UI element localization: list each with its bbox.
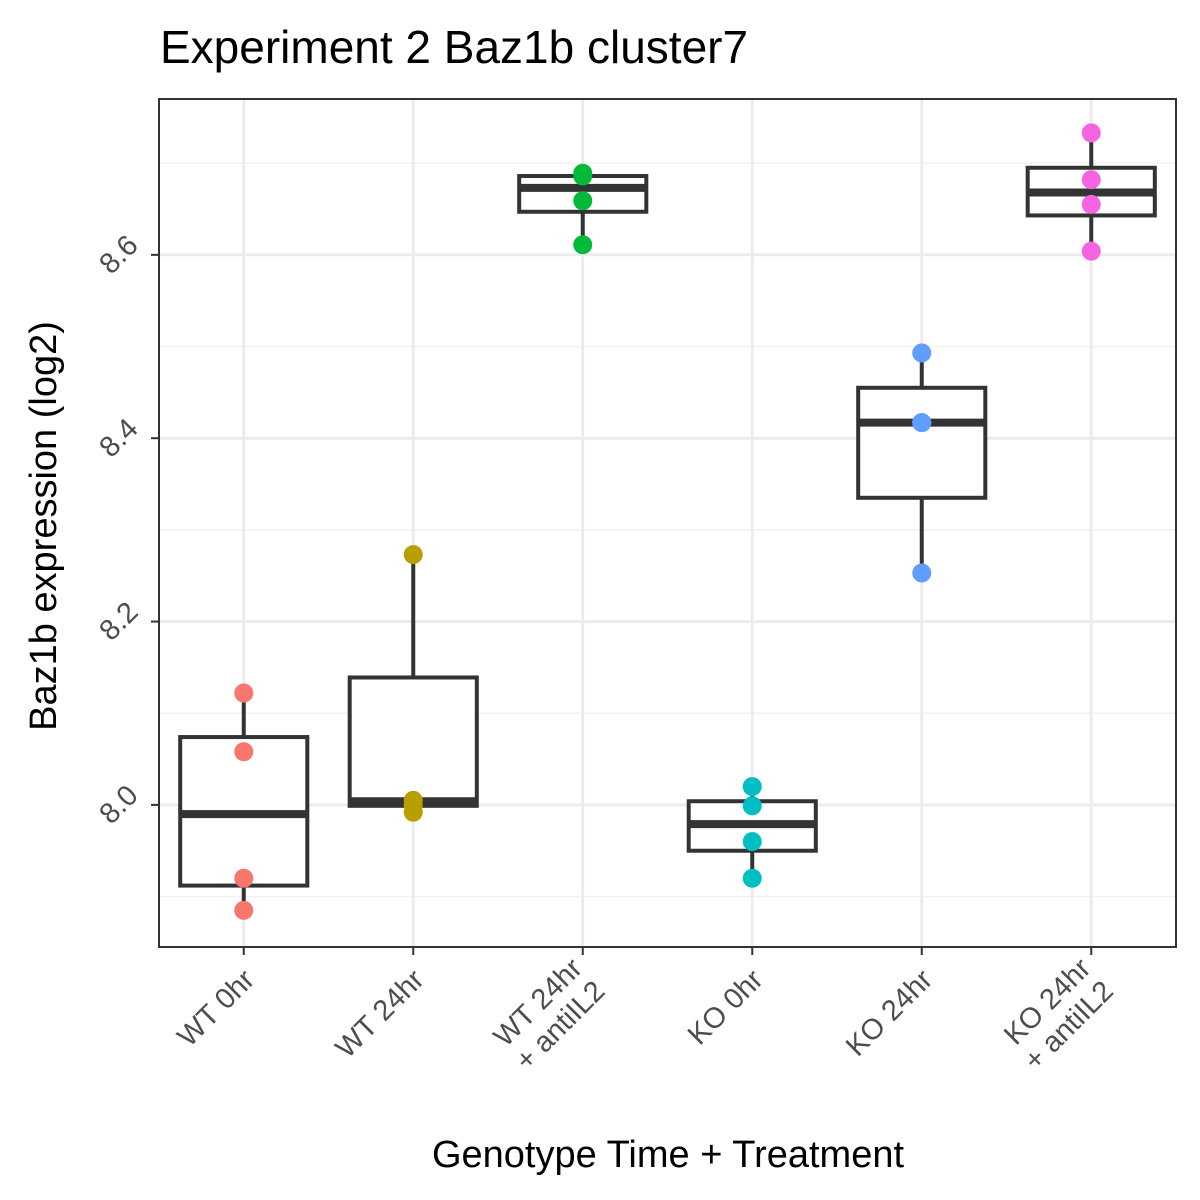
data-point [742,868,762,888]
data-point [742,777,762,797]
y-tick-label: 8.0 [93,779,144,830]
data-point [1081,194,1101,214]
data-point [234,683,254,703]
chart-title: Experiment 2 Baz1b cluster7 [160,21,748,73]
data-point [1081,170,1101,190]
data-point [234,900,254,920]
box-iqr [347,675,479,808]
box-5 [1025,132,1157,252]
x-tick-label-2: WT 24hr+ antiIL2 [488,952,612,1077]
data-point [403,545,423,565]
data-point [573,166,593,186]
boxes [178,132,1157,911]
data-point [912,413,932,433]
y-tick-label: 8.6 [93,229,144,280]
x-tick-label-0: WT 0hr [172,963,262,1053]
y-axis-title: Baz1b expression (log2) [23,321,65,731]
x-tick-label-line: KO 24hr [840,963,939,1062]
box-1 [347,554,479,813]
points [234,123,1101,920]
y-tick-label: 8.4 [93,413,144,464]
grid [159,99,1176,947]
x-tick-label-line: KO 0hr [682,963,770,1051]
x-tick-label-4: KO 24hr [840,963,939,1062]
box-4 [856,352,988,573]
data-point [234,742,254,762]
x-tick-label-3: KO 0hr [682,963,770,1051]
x-tick-label-line: WT 24hr [330,963,431,1064]
x-tick-label-line: WT 0hr [172,963,262,1053]
x-tick-label-5: KO 24hr+ antiIL2 [998,952,1120,1077]
data-point [912,343,932,363]
data-point [573,235,593,255]
x-axis-title: Genotype Time + Treatment [432,1134,905,1176]
data-point [742,796,762,816]
axes: 8.0 8.2 8.4 8.6 WT 0hr WT 24hr WT 24hr+ antiIL… [93,229,1120,1077]
data-point [403,802,423,822]
plot-panel-border [158,98,1177,948]
data-point [234,868,254,888]
y-tick-label: 8.2 [93,596,144,647]
data-point [1081,123,1101,143]
data-point [742,832,762,852]
data-point [573,191,593,211]
box-iqr [856,385,988,500]
x-tick-label-1: WT 24hr [330,963,431,1064]
data-point [1081,241,1101,261]
data-point [912,563,932,583]
box-0 [178,693,310,911]
